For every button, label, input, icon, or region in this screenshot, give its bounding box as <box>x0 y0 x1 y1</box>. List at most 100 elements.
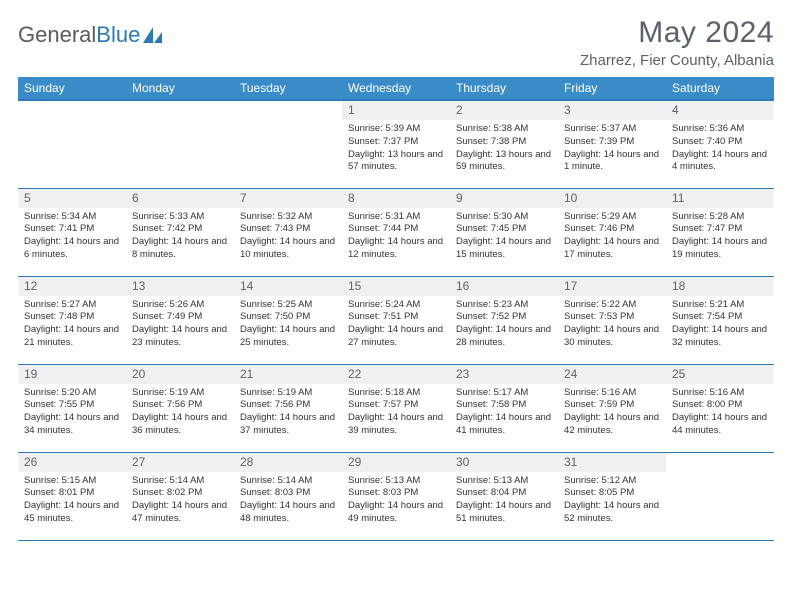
day-number: 26 <box>18 453 126 472</box>
sunrise-text: Sunrise: 5:12 AM <box>564 475 660 488</box>
daylight-text: Daylight: 14 hours and 52 minutes. <box>564 500 660 526</box>
sunrise-text: Sunrise: 5:39 AM <box>348 123 444 136</box>
calendar-cell: 23Sunrise: 5:17 AMSunset: 7:58 PMDayligh… <box>450 364 558 452</box>
calendar-cell: 16Sunrise: 5:23 AMSunset: 7:52 PMDayligh… <box>450 276 558 364</box>
sunset-text: Sunset: 8:00 PM <box>672 399 768 412</box>
calendar-cell: 20Sunrise: 5:19 AMSunset: 7:56 PMDayligh… <box>126 364 234 452</box>
calendar-cell: 26Sunrise: 5:15 AMSunset: 8:01 PMDayligh… <box>18 452 126 540</box>
day-details: Sunrise: 5:14 AMSunset: 8:02 PMDaylight:… <box>126 472 234 530</box>
brand-part1: General <box>18 22 96 48</box>
daylight-text: Daylight: 14 hours and 44 minutes. <box>672 412 768 438</box>
day-number: 19 <box>18 365 126 384</box>
day-details: Sunrise: 5:16 AMSunset: 8:00 PMDaylight:… <box>666 384 774 442</box>
day-details: Sunrise: 5:21 AMSunset: 7:54 PMDaylight:… <box>666 296 774 354</box>
sunset-text: Sunset: 7:52 PM <box>456 311 552 324</box>
sunrise-text: Sunrise: 5:13 AM <box>456 475 552 488</box>
daylight-text: Daylight: 14 hours and 1 minute. <box>564 149 660 175</box>
daylight-text: Daylight: 13 hours and 59 minutes. <box>456 149 552 175</box>
day-details: Sunrise: 5:34 AMSunset: 7:41 PMDaylight:… <box>18 208 126 266</box>
day-number: 8 <box>342 189 450 208</box>
sunset-text: Sunset: 8:04 PM <box>456 487 552 500</box>
calendar-cell: 15Sunrise: 5:24 AMSunset: 7:51 PMDayligh… <box>342 276 450 364</box>
sunrise-text: Sunrise: 5:24 AM <box>348 299 444 312</box>
day-details: Sunrise: 5:13 AMSunset: 8:03 PMDaylight:… <box>342 472 450 530</box>
day-details: Sunrise: 5:16 AMSunset: 7:59 PMDaylight:… <box>558 384 666 442</box>
sunrise-text: Sunrise: 5:15 AM <box>24 475 120 488</box>
sunrise-text: Sunrise: 5:34 AM <box>24 211 120 224</box>
sunset-text: Sunset: 7:55 PM <box>24 399 120 412</box>
day-number: 16 <box>450 277 558 296</box>
calendar-cell: .. <box>126 100 234 188</box>
calendar-row: ......1Sunrise: 5:39 AMSunset: 7:37 PMDa… <box>18 100 774 188</box>
sunset-text: Sunset: 7:43 PM <box>240 223 336 236</box>
sunset-text: Sunset: 7:51 PM <box>348 311 444 324</box>
day-details: Sunrise: 5:23 AMSunset: 7:52 PMDaylight:… <box>450 296 558 354</box>
daylight-text: Daylight: 14 hours and 36 minutes. <box>132 412 228 438</box>
sunset-text: Sunset: 7:57 PM <box>348 399 444 412</box>
daylight-text: Daylight: 14 hours and 34 minutes. <box>24 412 120 438</box>
day-details: Sunrise: 5:28 AMSunset: 7:47 PMDaylight:… <box>666 208 774 266</box>
day-number: 6 <box>126 189 234 208</box>
sunrise-text: Sunrise: 5:16 AM <box>672 387 768 400</box>
calendar-body: ......1Sunrise: 5:39 AMSunset: 7:37 PMDa… <box>18 100 774 540</box>
sunset-text: Sunset: 8:03 PM <box>348 487 444 500</box>
sunrise-text: Sunrise: 5:26 AM <box>132 299 228 312</box>
calendar-cell: 22Sunrise: 5:18 AMSunset: 7:57 PMDayligh… <box>342 364 450 452</box>
sail-icon <box>142 26 164 44</box>
day-details: Sunrise: 5:31 AMSunset: 7:44 PMDaylight:… <box>342 208 450 266</box>
calendar-cell: 9Sunrise: 5:30 AMSunset: 7:45 PMDaylight… <box>450 188 558 276</box>
day-number: 13 <box>126 277 234 296</box>
day-number: 11 <box>666 189 774 208</box>
daylight-text: Daylight: 14 hours and 28 minutes. <box>456 324 552 350</box>
sunset-text: Sunset: 7:44 PM <box>348 223 444 236</box>
daylight-text: Daylight: 14 hours and 42 minutes. <box>564 412 660 438</box>
day-number: 3 <box>558 101 666 120</box>
daylight-text: Daylight: 14 hours and 8 minutes. <box>132 236 228 262</box>
sunset-text: Sunset: 7:46 PM <box>564 223 660 236</box>
day-number: 23 <box>450 365 558 384</box>
day-details: Sunrise: 5:24 AMSunset: 7:51 PMDaylight:… <box>342 296 450 354</box>
daylight-text: Daylight: 14 hours and 6 minutes. <box>24 236 120 262</box>
calendar-weekday-header: Sunday Monday Tuesday Wednesday Thursday… <box>18 77 774 100</box>
sunset-text: Sunset: 7:48 PM <box>24 311 120 324</box>
calendar-cell: 4Sunrise: 5:36 AMSunset: 7:40 PMDaylight… <box>666 100 774 188</box>
month-title: May 2024 <box>580 16 774 50</box>
calendar-cell: 24Sunrise: 5:16 AMSunset: 7:59 PMDayligh… <box>558 364 666 452</box>
calendar-page: GeneralBlue May 2024 Zharrez, Fier Count… <box>0 0 792 541</box>
calendar-cell: .. <box>234 100 342 188</box>
day-details: Sunrise: 5:27 AMSunset: 7:48 PMDaylight:… <box>18 296 126 354</box>
sunset-text: Sunset: 8:05 PM <box>564 487 660 500</box>
daylight-text: Daylight: 14 hours and 12 minutes. <box>348 236 444 262</box>
calendar-cell: 13Sunrise: 5:26 AMSunset: 7:49 PMDayligh… <box>126 276 234 364</box>
sunset-text: Sunset: 8:03 PM <box>240 487 336 500</box>
sunrise-text: Sunrise: 5:20 AM <box>24 387 120 400</box>
daylight-text: Daylight: 14 hours and 30 minutes. <box>564 324 660 350</box>
calendar-cell: 3Sunrise: 5:37 AMSunset: 7:39 PMDaylight… <box>558 100 666 188</box>
sunset-text: Sunset: 7:56 PM <box>132 399 228 412</box>
sunset-text: Sunset: 7:40 PM <box>672 136 768 149</box>
daylight-text: Daylight: 14 hours and 25 minutes. <box>240 324 336 350</box>
calendar-cell: 7Sunrise: 5:32 AMSunset: 7:43 PMDaylight… <box>234 188 342 276</box>
sunrise-text: Sunrise: 5:16 AM <box>564 387 660 400</box>
sunrise-text: Sunrise: 5:22 AM <box>564 299 660 312</box>
sunrise-text: Sunrise: 5:19 AM <box>240 387 336 400</box>
day-details: Sunrise: 5:36 AMSunset: 7:40 PMDaylight:… <box>666 120 774 178</box>
day-number: 29 <box>342 453 450 472</box>
weekday-tue: Tuesday <box>234 77 342 100</box>
sunset-text: Sunset: 7:41 PM <box>24 223 120 236</box>
day-number: 31 <box>558 453 666 472</box>
sunrise-text: Sunrise: 5:14 AM <box>132 475 228 488</box>
day-number: 12 <box>18 277 126 296</box>
sunset-text: Sunset: 7:56 PM <box>240 399 336 412</box>
daylight-text: Daylight: 14 hours and 51 minutes. <box>456 500 552 526</box>
calendar-cell: 28Sunrise: 5:14 AMSunset: 8:03 PMDayligh… <box>234 452 342 540</box>
calendar-cell: .. <box>666 452 774 540</box>
sunrise-text: Sunrise: 5:23 AM <box>456 299 552 312</box>
day-details: Sunrise: 5:15 AMSunset: 8:01 PMDaylight:… <box>18 472 126 530</box>
day-number: 14 <box>234 277 342 296</box>
calendar-cell: 19 Sunrise: 5:20 AMSunset: 7:55 PMDayligh… <box>18 364 126 452</box>
sunset-text: Sunset: 7:39 PM <box>564 136 660 149</box>
sunrise-text: Sunrise: 5:25 AM <box>240 299 336 312</box>
day-details: Sunrise: 5:12 AMSunset: 8:05 PMDaylight:… <box>558 472 666 530</box>
day-details: Sunrise: 5:29 AMSunset: 7:46 PMDaylight:… <box>558 208 666 266</box>
